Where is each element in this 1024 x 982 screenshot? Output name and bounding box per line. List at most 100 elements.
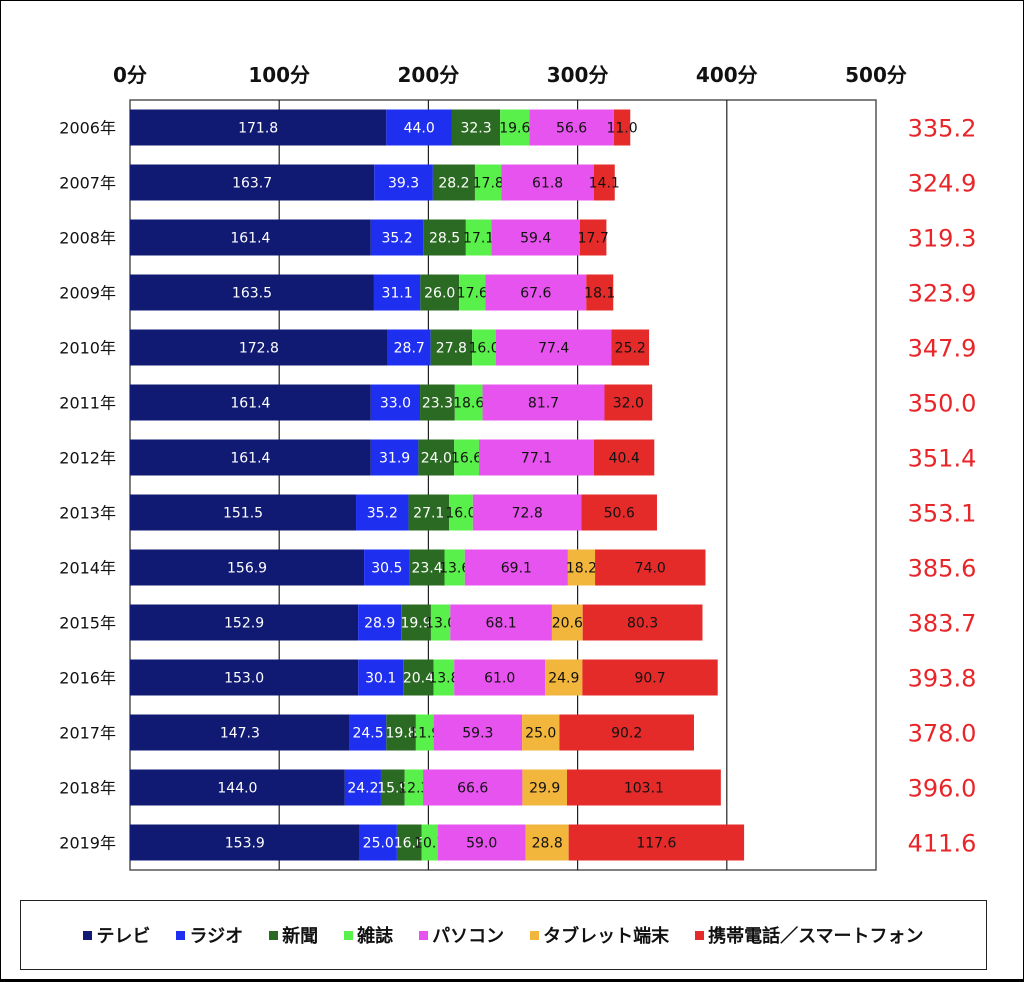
data-label: 11.9 bbox=[409, 726, 440, 742]
bar-segment bbox=[359, 824, 397, 861]
bar-segment bbox=[432, 164, 475, 201]
bar-segment bbox=[423, 219, 466, 256]
bar-segment bbox=[604, 384, 653, 421]
data-label: 163.5 bbox=[232, 286, 272, 302]
data-label: 33.0 bbox=[380, 396, 411, 412]
bar-segment bbox=[430, 329, 473, 366]
data-label: 161.4 bbox=[230, 396, 270, 412]
y-category-label: 2016年 bbox=[59, 669, 116, 688]
data-label: 171.8 bbox=[238, 121, 278, 137]
legend-item-pc: パソコン bbox=[419, 922, 504, 948]
bar-segment bbox=[491, 219, 580, 256]
y-category-label: 2017年 bbox=[59, 724, 116, 743]
bar-segment bbox=[415, 714, 434, 751]
bar-segment bbox=[401, 604, 431, 641]
data-label: 35.2 bbox=[367, 506, 398, 522]
bar-segment bbox=[387, 329, 431, 366]
legend-item-tablet: タブレット端末 bbox=[530, 922, 669, 948]
total-label: 383.7 bbox=[908, 610, 977, 638]
data-label: 19.8 bbox=[386, 726, 417, 742]
data-label: 17.1 bbox=[463, 231, 494, 247]
bar-segment bbox=[522, 769, 568, 806]
bar-segment bbox=[433, 714, 523, 751]
data-label: 14.1 bbox=[589, 176, 620, 192]
legend-label-newspaper: 新聞 bbox=[282, 926, 319, 947]
bar-segment bbox=[485, 274, 587, 311]
legend-item-newspaper: 新聞 bbox=[269, 922, 318, 948]
bar-segment bbox=[423, 769, 523, 806]
data-label: 77.1 bbox=[521, 451, 552, 467]
legend-item-mobile: 携帯電話／スマートフォン bbox=[695, 922, 924, 948]
data-label: 24.2 bbox=[347, 781, 378, 797]
data-label: 24.5 bbox=[352, 726, 383, 742]
bar-segment bbox=[464, 549, 568, 586]
bar-segment bbox=[370, 439, 419, 476]
data-label: 69.1 bbox=[501, 561, 532, 577]
bar-segment bbox=[472, 329, 496, 366]
bar-segment bbox=[130, 659, 359, 696]
bar-segment bbox=[380, 769, 405, 806]
bar-segment bbox=[545, 659, 583, 696]
data-label: 31.9 bbox=[379, 451, 410, 467]
bar-segment bbox=[444, 549, 465, 586]
bar-segment bbox=[130, 769, 345, 806]
total-label: 351.4 bbox=[908, 445, 977, 473]
data-label: 26.0 bbox=[424, 286, 455, 302]
data-label: 30.5 bbox=[371, 561, 402, 577]
bar-segment bbox=[433, 659, 455, 696]
stacked-bar-chart: 0分 100分 200分 300分 400分 500分 2006年 171.8 44.0 32.3… bbox=[59, 63, 977, 871]
data-label: 13.8 bbox=[428, 671, 459, 687]
data-label: 27.8 bbox=[436, 341, 467, 357]
bar-segment bbox=[613, 109, 631, 146]
bar-segment bbox=[459, 274, 486, 311]
data-label: 61.8 bbox=[532, 176, 563, 192]
data-label: 80.3 bbox=[627, 616, 658, 632]
y-category-label: 2013年 bbox=[59, 504, 116, 523]
bar-segment bbox=[522, 714, 560, 751]
legend-label-radio: ラジオ bbox=[189, 926, 244, 947]
bar-segment bbox=[437, 824, 526, 861]
data-label: 32.3 bbox=[460, 121, 491, 137]
x-tick-label: 100分 bbox=[248, 63, 310, 87]
total-label: 378.0 bbox=[908, 720, 977, 748]
data-label: 17.8 bbox=[473, 176, 504, 192]
legend-label-tablet: タブレット端末 bbox=[543, 926, 670, 947]
data-label: 161.4 bbox=[230, 451, 270, 467]
total-label: 396.0 bbox=[908, 775, 977, 803]
data-label: 66.6 bbox=[457, 781, 488, 797]
x-tick-label: 300分 bbox=[547, 63, 609, 87]
data-label: 18.2 bbox=[566, 561, 597, 577]
total-label: 353.1 bbox=[908, 500, 977, 528]
data-label: 15.9 bbox=[377, 781, 408, 797]
bar-segment bbox=[586, 274, 614, 311]
bar-segment bbox=[482, 384, 605, 421]
legend-label-mobile: 携帯電話／スマートフォン bbox=[708, 926, 924, 947]
data-label: 17.7 bbox=[578, 231, 609, 247]
x-tick-label: 200分 bbox=[398, 63, 460, 87]
data-label: 147.3 bbox=[220, 726, 260, 742]
y-category-label: 2007年 bbox=[59, 174, 116, 193]
y-category-label: 2006年 bbox=[59, 119, 116, 138]
data-label: 25.2 bbox=[615, 341, 646, 357]
bar-segment bbox=[130, 604, 359, 641]
bar-segment bbox=[130, 219, 371, 256]
data-label: 28.2 bbox=[438, 176, 469, 192]
data-label: 20.4 bbox=[403, 671, 434, 687]
bar-segment bbox=[594, 439, 655, 476]
data-label: 11.0 bbox=[606, 121, 637, 137]
bar-segment bbox=[344, 769, 381, 806]
total-label: 347.9 bbox=[908, 335, 977, 363]
bar-segment bbox=[474, 164, 502, 201]
data-label: 152.9 bbox=[224, 616, 264, 632]
legend-label-magazine: 雑誌 bbox=[357, 926, 394, 947]
legend-swatch-mobile bbox=[695, 930, 705, 940]
legend-item-tv: テレビ bbox=[83, 922, 150, 948]
bar-segment bbox=[465, 219, 492, 256]
data-label: 144.0 bbox=[217, 781, 257, 797]
legend-swatch-magazine bbox=[344, 930, 354, 940]
y-category-label: 2010年 bbox=[59, 339, 116, 358]
bar-segment bbox=[373, 274, 421, 311]
data-label: 18.6 bbox=[453, 396, 484, 412]
bar-segment bbox=[478, 439, 595, 476]
bar-segment bbox=[559, 714, 694, 751]
